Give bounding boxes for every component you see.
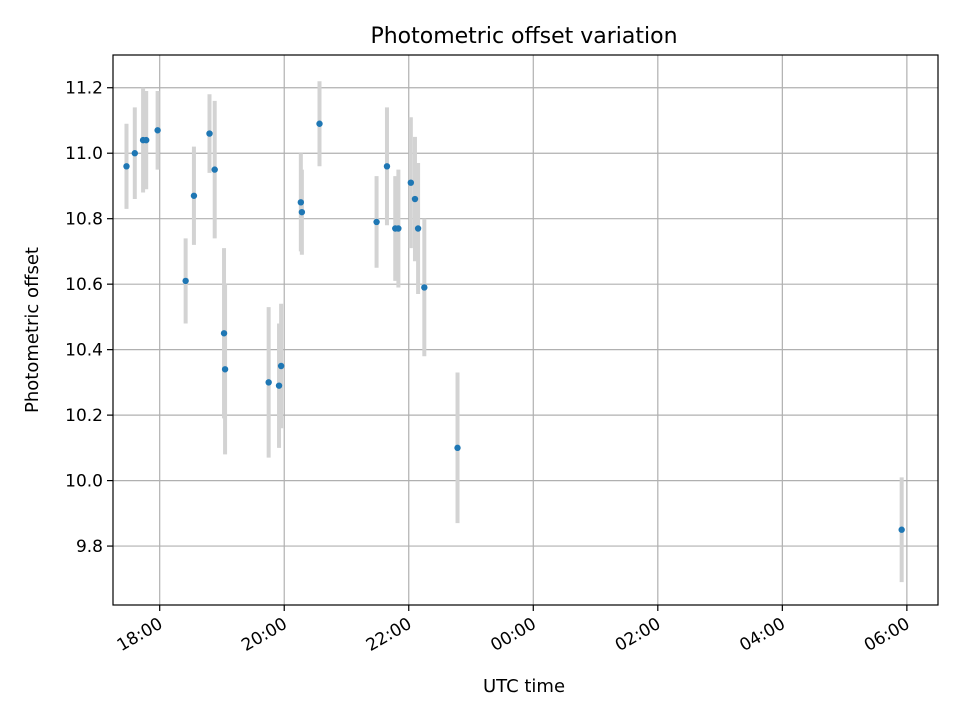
data-point [373, 218, 380, 226]
data-point [421, 284, 428, 291]
data-point [211, 166, 218, 173]
grid [113, 55, 938, 605]
data-point [206, 130, 213, 137]
data-point [277, 362, 285, 370]
data-points [123, 120, 905, 533]
y-tick-label: 10.6 [65, 275, 103, 295]
y-tick-label: 10.2 [65, 406, 103, 426]
data-point [123, 163, 130, 170]
data-point [414, 225, 422, 232]
plot-frame [112, 54, 939, 606]
data-point [154, 127, 161, 134]
data-point [454, 444, 461, 452]
data-point [298, 208, 306, 216]
x-axis-label: UTC time [483, 676, 565, 697]
data-point [190, 192, 198, 199]
data-point [221, 366, 229, 373]
data-point [143, 136, 150, 144]
data-point [275, 382, 283, 389]
data-point [383, 163, 391, 170]
chart-title: Photometric offset variation [370, 24, 677, 49]
data-point [220, 330, 228, 337]
data-point [316, 120, 323, 127]
y-tick-label: 10.4 [65, 341, 103, 361]
data-point [411, 195, 419, 203]
y-tick-label: 11.0 [65, 144, 103, 164]
data-point [898, 526, 905, 533]
y-tick-label: 11.2 [65, 79, 103, 99]
data-point [265, 379, 272, 386]
y-tick-label: 10.8 [65, 210, 103, 230]
y-tick-label: 10.0 [65, 472, 103, 492]
data-point [131, 150, 138, 157]
data-point [407, 179, 415, 186]
data-point [182, 277, 189, 285]
y-tick-label: 9.8 [76, 537, 103, 557]
data-point [297, 199, 305, 206]
y-axis-label: Photometric offset [22, 247, 43, 413]
data-point [395, 225, 402, 232]
